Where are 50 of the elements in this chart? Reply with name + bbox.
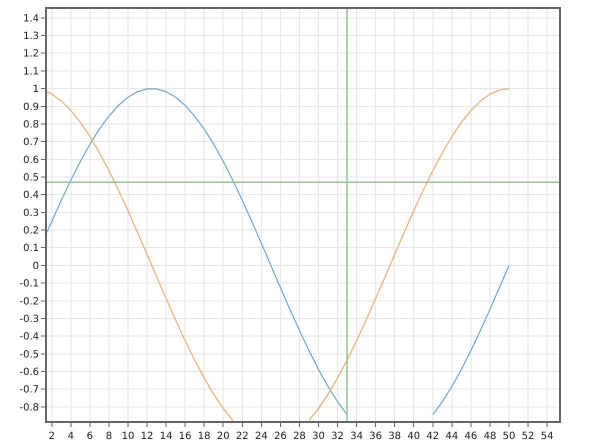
x-tick-label: 28 xyxy=(293,431,306,442)
y-tick-label: 0 xyxy=(32,260,39,272)
x-tick-label: 36 xyxy=(369,431,382,442)
y-tick-label: -0.8 xyxy=(19,402,39,414)
y-tick-label: -0.6 xyxy=(19,366,39,378)
y-tick-label: 0.6 xyxy=(23,154,39,166)
x-tick-label: 18 xyxy=(198,431,211,442)
y-tick-label: 1 xyxy=(32,84,39,96)
y-tick-label: 1.4 xyxy=(23,13,39,24)
x-tick-label: 22 xyxy=(236,431,249,442)
y-tick-label: 1.3 xyxy=(23,31,39,42)
x-tick-label: 16 xyxy=(178,431,192,442)
x-tick-label: 50 xyxy=(502,431,516,442)
x-tick-label: 32 xyxy=(331,431,344,442)
x-tick-label: 30 xyxy=(312,431,325,442)
y-tick-label: -0.4 xyxy=(19,332,39,343)
x-tick-label: 2 xyxy=(48,431,55,442)
y-tick-label: 1.1 xyxy=(23,66,39,78)
x-tick-label: 8 xyxy=(106,431,112,442)
y-tick-label: -0.1 xyxy=(19,278,39,290)
y-tick-label: -0.2 xyxy=(19,296,39,308)
x-tick-label: 54 xyxy=(540,431,554,442)
x-tick-label: 42 xyxy=(426,431,440,442)
x-tick-label: 12 xyxy=(140,431,154,442)
x-tick-label: 34 xyxy=(350,431,363,442)
x-tick-label: 40 xyxy=(407,431,420,442)
y-tick-label: 0.7 xyxy=(23,137,39,148)
x-tick-label: 6 xyxy=(86,431,94,442)
x-tick-label: 4 xyxy=(68,431,74,442)
x-tick-label: 14 xyxy=(160,431,172,442)
y-tick-label: 0.8 xyxy=(23,119,39,130)
x-tick-label: 24 xyxy=(254,431,268,442)
y-tick-label: 0.3 xyxy=(23,208,39,219)
y-tick-label: -0.7 xyxy=(19,384,39,396)
x-tick-label: 20 xyxy=(216,431,230,442)
x-tick-label: 52 xyxy=(522,431,534,442)
y-tick-label: -0.5 xyxy=(19,349,39,360)
y-tick-label: 0.1 xyxy=(23,243,39,254)
y-tick-label: 0.9 xyxy=(23,102,39,113)
x-tick-label: 44 xyxy=(445,431,458,442)
x-tick-label: 26 xyxy=(274,431,287,442)
y-tick-label: 0.4 xyxy=(23,190,39,202)
y-tick-label: 0.5 xyxy=(23,172,39,184)
x-tick-label: 48 xyxy=(484,431,496,442)
x-tick-label: 10 xyxy=(122,431,134,442)
x-tick-label: 38 xyxy=(388,431,402,442)
y-tick-label: -0.3 xyxy=(19,314,39,325)
y-tick-label: 0.2 xyxy=(23,226,39,237)
y-tick-label: 1.2 xyxy=(23,48,39,60)
x-tick-label: 46 xyxy=(464,431,478,442)
